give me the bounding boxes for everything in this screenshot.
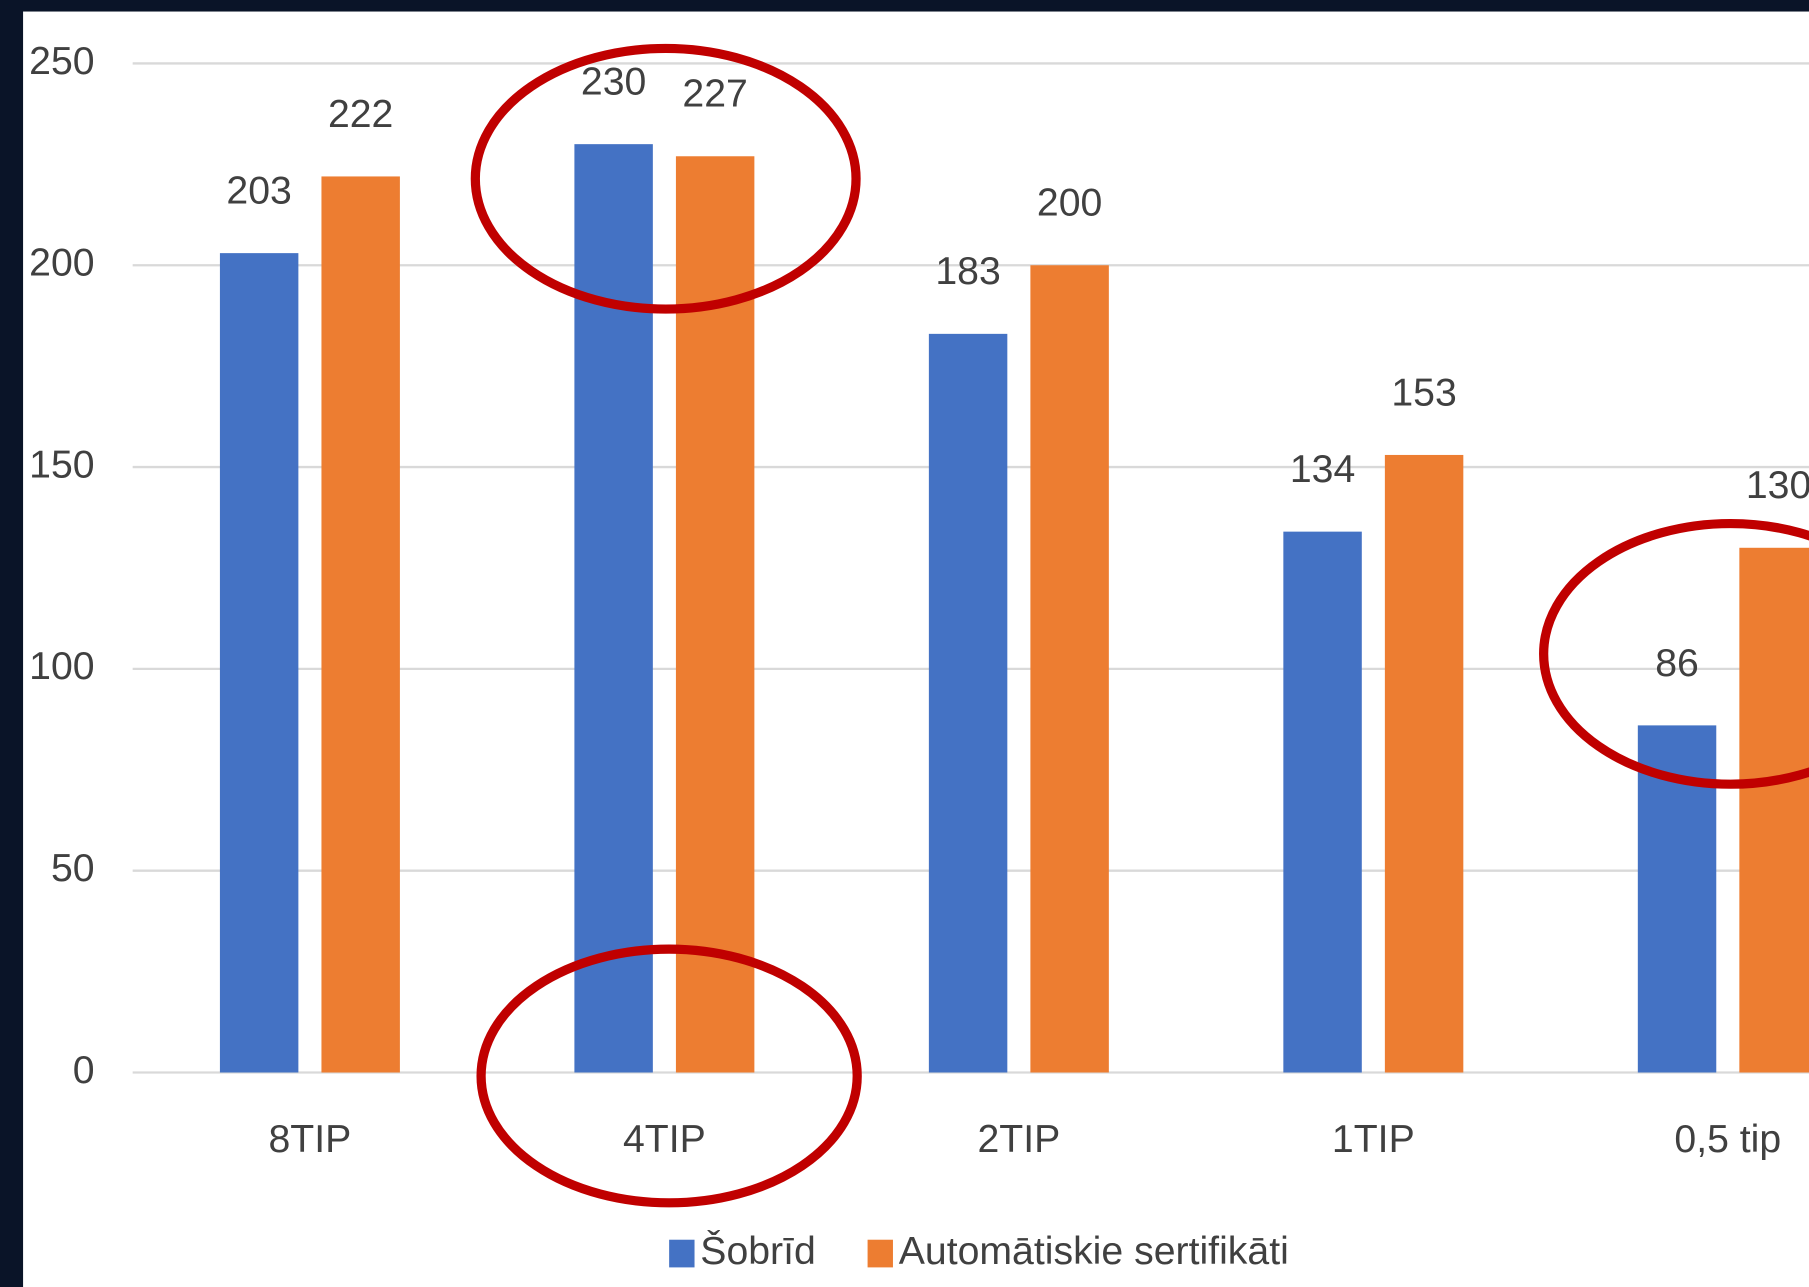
data-label: 230 xyxy=(581,61,646,104)
y-tick-label: 150 xyxy=(29,443,94,486)
legend-label: Automātiskie sertifikāti xyxy=(899,1230,1289,1273)
x-tick-label: 8TIP xyxy=(269,1118,352,1161)
bar xyxy=(929,334,1007,1073)
x-tick-label: 2TIP xyxy=(977,1118,1060,1161)
x-tick-label: 4TIP xyxy=(623,1118,706,1161)
y-tick-label: 50 xyxy=(51,847,95,890)
data-label: 130 xyxy=(1746,464,1809,507)
chart: 0 50 100 150 200 250 8TIP 203 222 4TIP 230 227 2TIP 1… xyxy=(0,0,1809,1287)
bar xyxy=(1283,532,1361,1073)
data-label: 183 xyxy=(935,250,1000,293)
bar xyxy=(1030,265,1108,1072)
y-tick-label: 0 xyxy=(73,1049,95,1092)
data-label: 222 xyxy=(328,93,393,136)
x-tick-label: 0,5 tip xyxy=(1674,1118,1781,1161)
legend-swatch xyxy=(868,1240,893,1268)
y-tick-label: 100 xyxy=(29,645,94,688)
y-tick-label: 250 xyxy=(29,40,94,83)
bar xyxy=(1385,455,1463,1073)
data-label: 200 xyxy=(1037,182,1102,225)
bar xyxy=(220,253,298,1072)
y-tick-label: 200 xyxy=(29,242,94,285)
data-label: 86 xyxy=(1655,642,1699,685)
data-label: 134 xyxy=(1290,448,1355,491)
data-label: 203 xyxy=(226,170,291,213)
legend: Šobrīd Automātiskie sertifikāti xyxy=(669,1229,1289,1273)
legend-label: Šobrīd xyxy=(700,1229,816,1273)
page: {"chart_data": {"type": "bar", "categori… xyxy=(0,0,1809,1287)
data-label: 153 xyxy=(1391,371,1456,414)
bar xyxy=(574,144,652,1072)
legend-swatch xyxy=(669,1240,694,1268)
bar xyxy=(321,176,399,1072)
bar xyxy=(1739,548,1809,1073)
x-tick-label: 1TIP xyxy=(1332,1118,1415,1161)
data-label: 227 xyxy=(682,73,747,116)
